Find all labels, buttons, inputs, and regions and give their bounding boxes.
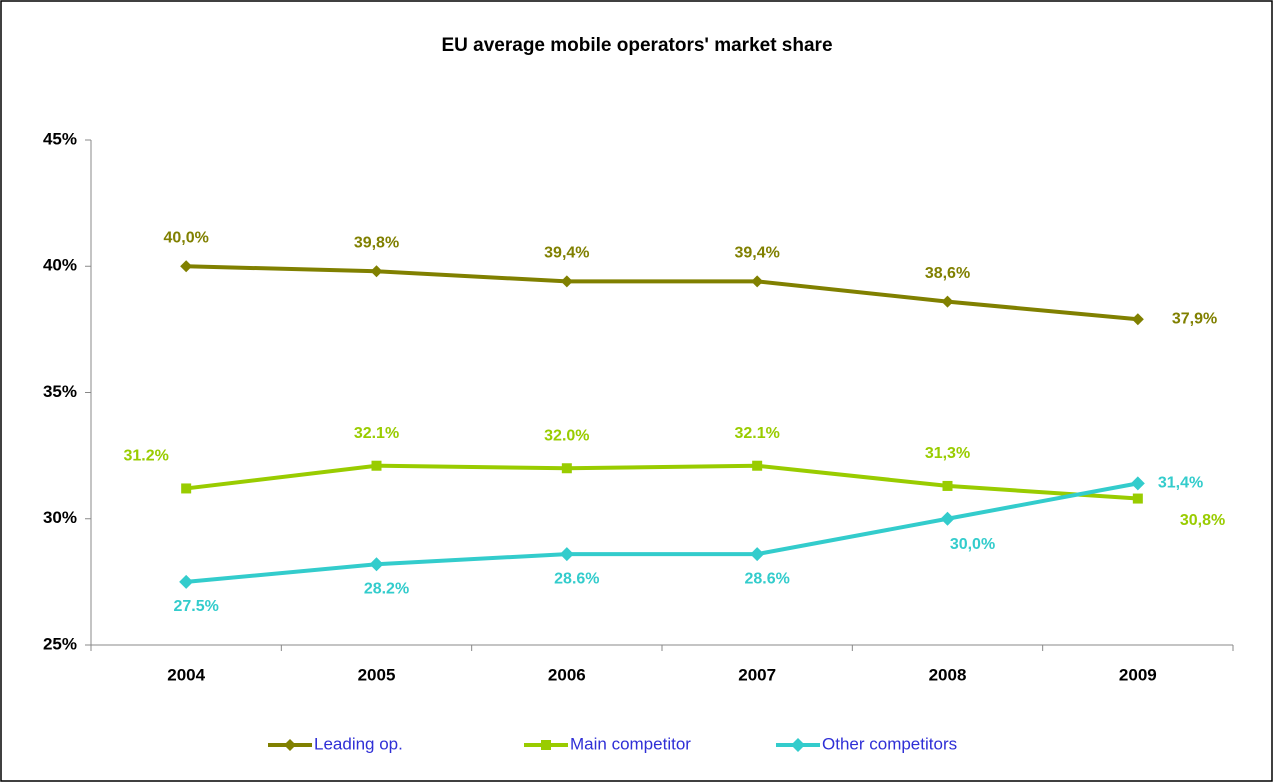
chart-title: EU average mobile operators' market shar… <box>441 35 832 56</box>
data-point <box>181 483 192 494</box>
data-label: 37,9% <box>1172 310 1217 327</box>
data-label: 31,3% <box>925 445 970 462</box>
data-point <box>561 463 572 474</box>
data-label: 28.6% <box>744 570 789 587</box>
legend-label: Other competitors <box>822 734 957 753</box>
data-point <box>371 460 382 471</box>
legend-marker <box>791 738 805 752</box>
data-point <box>179 574 194 589</box>
data-point <box>370 265 383 278</box>
legend-label: Main competitor <box>570 734 691 753</box>
data-point <box>560 275 573 288</box>
x-tick-label: 2006 <box>548 665 586 684</box>
series-line <box>185 481 1139 584</box>
x-tick-label: 2008 <box>929 665 967 684</box>
data-label: 31.2% <box>123 448 168 465</box>
series-line <box>186 264 1139 322</box>
data-label: 38,6% <box>925 265 970 282</box>
data-point <box>942 480 953 491</box>
data-label: 40,0% <box>163 229 208 246</box>
data-label: 39,8% <box>354 235 399 252</box>
data-point <box>559 547 574 562</box>
data-point <box>752 460 763 471</box>
data-point <box>1132 493 1143 504</box>
data-label: 32.0% <box>544 427 589 444</box>
y-tick-label: 35% <box>43 382 77 401</box>
x-tick-label: 2004 <box>167 665 205 684</box>
data-label: 30,8% <box>1180 512 1225 529</box>
data-point <box>750 547 765 562</box>
legend-marker <box>541 740 551 750</box>
data-point <box>1131 313 1144 326</box>
data-label: 32.1% <box>734 425 779 442</box>
x-tick-label: 2007 <box>738 665 776 684</box>
data-point <box>180 260 193 273</box>
data-point <box>940 511 955 526</box>
data-label: 28.2% <box>364 580 409 597</box>
data-label: 39,4% <box>734 245 779 262</box>
legend-label: Leading op. <box>314 734 403 753</box>
y-tick-label: 40% <box>43 256 77 275</box>
data-point <box>941 295 954 308</box>
x-tick-label: 2005 <box>358 665 396 684</box>
data-label: 28.6% <box>554 570 599 587</box>
y-tick-label: 45% <box>43 129 77 148</box>
y-tick-label: 30% <box>43 508 77 527</box>
series-line <box>185 463 1138 501</box>
data-point <box>1130 476 1145 491</box>
legend-marker <box>284 739 296 751</box>
data-point <box>369 557 384 572</box>
data-point <box>751 275 764 288</box>
x-tick-label: 2009 <box>1119 665 1157 684</box>
data-label: 30,0% <box>950 536 995 553</box>
data-label: 32.1% <box>354 425 399 442</box>
data-label: 31,4% <box>1158 475 1203 492</box>
data-label: 27.5% <box>173 598 218 615</box>
data-label: 39,4% <box>544 245 589 262</box>
y-tick-label: 25% <box>43 634 77 653</box>
